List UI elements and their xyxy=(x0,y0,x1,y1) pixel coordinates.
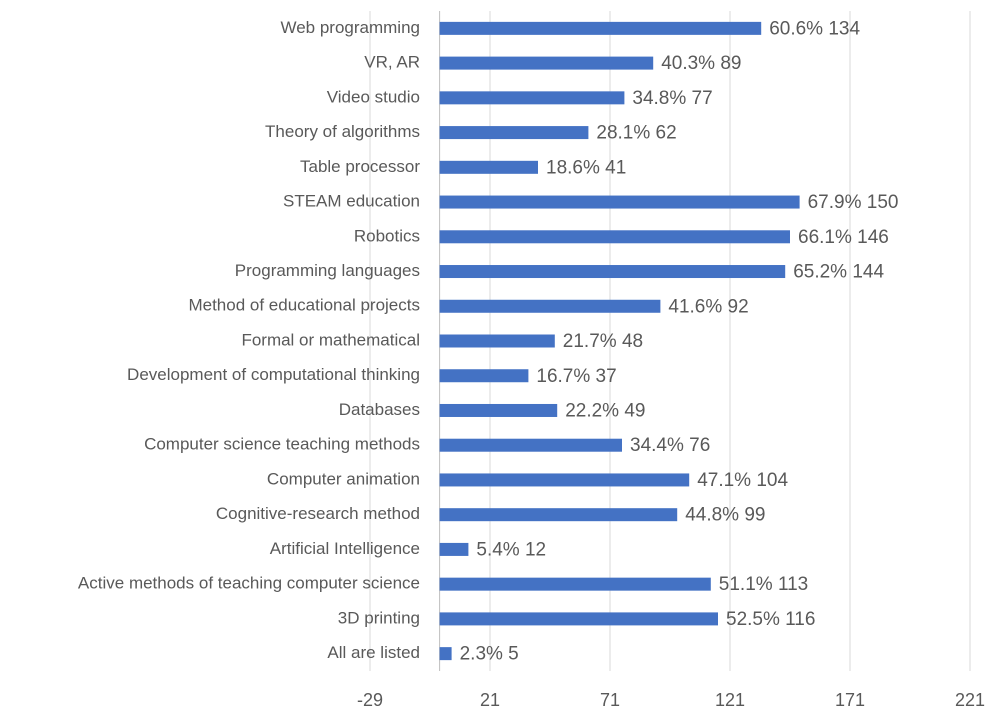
x-tick-label: 221 xyxy=(955,690,985,710)
data-label: 22.2% 49 xyxy=(565,400,645,421)
y-tick-label: STEAM education xyxy=(283,192,420,211)
y-tick-label: Method of educational projects xyxy=(188,296,420,315)
bar xyxy=(439,473,690,487)
data-label: 2.3% 5 xyxy=(460,644,519,665)
data-label: 21.7% 48 xyxy=(563,331,643,352)
bar xyxy=(439,21,762,35)
y-tick-label: Theory of algorithms xyxy=(265,122,420,141)
bar xyxy=(439,91,625,105)
data-label: 40.3% 89 xyxy=(661,53,741,74)
y-tick-label: Computer science teaching methods xyxy=(144,435,420,454)
y-tick-label: Computer animation xyxy=(267,469,420,488)
bar xyxy=(439,126,589,140)
y-tick-label: Programming languages xyxy=(235,261,420,280)
bar xyxy=(439,195,800,209)
data-label: 16.7% 37 xyxy=(536,366,616,387)
bar xyxy=(439,56,654,70)
data-label: 51.1% 113 xyxy=(719,574,808,595)
bar xyxy=(439,299,661,313)
data-label: 66.1% 146 xyxy=(798,227,889,248)
data-label: 28.1% 62 xyxy=(596,123,676,144)
y-tick-label: Web programming xyxy=(280,18,420,37)
y-tick-label: Video studio xyxy=(327,87,420,106)
x-tick-label: 21 xyxy=(480,690,500,710)
x-tick-label: 171 xyxy=(835,690,865,710)
data-label: 52.5% 116 xyxy=(726,609,815,630)
data-label: 60.6% 134 xyxy=(769,18,860,39)
y-tick-label: All are listed xyxy=(327,643,420,662)
y-tick-label: 3D printing xyxy=(338,608,420,627)
bar xyxy=(439,334,555,348)
data-label: 65.2% 144 xyxy=(793,262,884,283)
y-tick-label: Table processor xyxy=(300,157,420,176)
bar xyxy=(439,577,711,591)
bar xyxy=(439,265,786,279)
bar xyxy=(439,230,790,244)
x-tick-label: 71 xyxy=(600,690,620,710)
y-tick-label: Robotics xyxy=(354,226,420,245)
data-label: 67.9% 150 xyxy=(808,192,899,213)
bar xyxy=(439,403,558,417)
bar xyxy=(439,160,538,174)
bar xyxy=(439,647,452,661)
y-tick-label: Active methods of teaching computer scie… xyxy=(78,574,420,593)
data-label: 5.4% 12 xyxy=(476,539,546,560)
y-tick-label: Formal or mathematical xyxy=(241,330,420,349)
bar xyxy=(439,542,469,556)
data-label: 34.4% 76 xyxy=(630,435,710,456)
data-label: 41.6% 92 xyxy=(668,296,748,317)
bar xyxy=(439,508,678,522)
data-label: 47.1% 104 xyxy=(697,470,788,491)
bar xyxy=(439,438,622,452)
y-tick-label: Development of computational thinking xyxy=(127,365,420,384)
y-tick-label: Artificial Intelligence xyxy=(270,539,420,558)
bar xyxy=(439,612,718,626)
x-tick-label: -29 xyxy=(357,690,383,710)
bar xyxy=(439,369,529,383)
data-label: 18.6% 41 xyxy=(546,157,626,178)
x-tick-label: 121 xyxy=(715,690,745,710)
y-tick-label: Databases xyxy=(339,400,420,419)
y-tick-label: Cognitive-research method xyxy=(216,504,420,523)
data-label: 44.8% 99 xyxy=(685,505,765,526)
data-label: 34.8% 77 xyxy=(632,88,712,109)
y-tick-label: VR, AR xyxy=(364,53,420,72)
